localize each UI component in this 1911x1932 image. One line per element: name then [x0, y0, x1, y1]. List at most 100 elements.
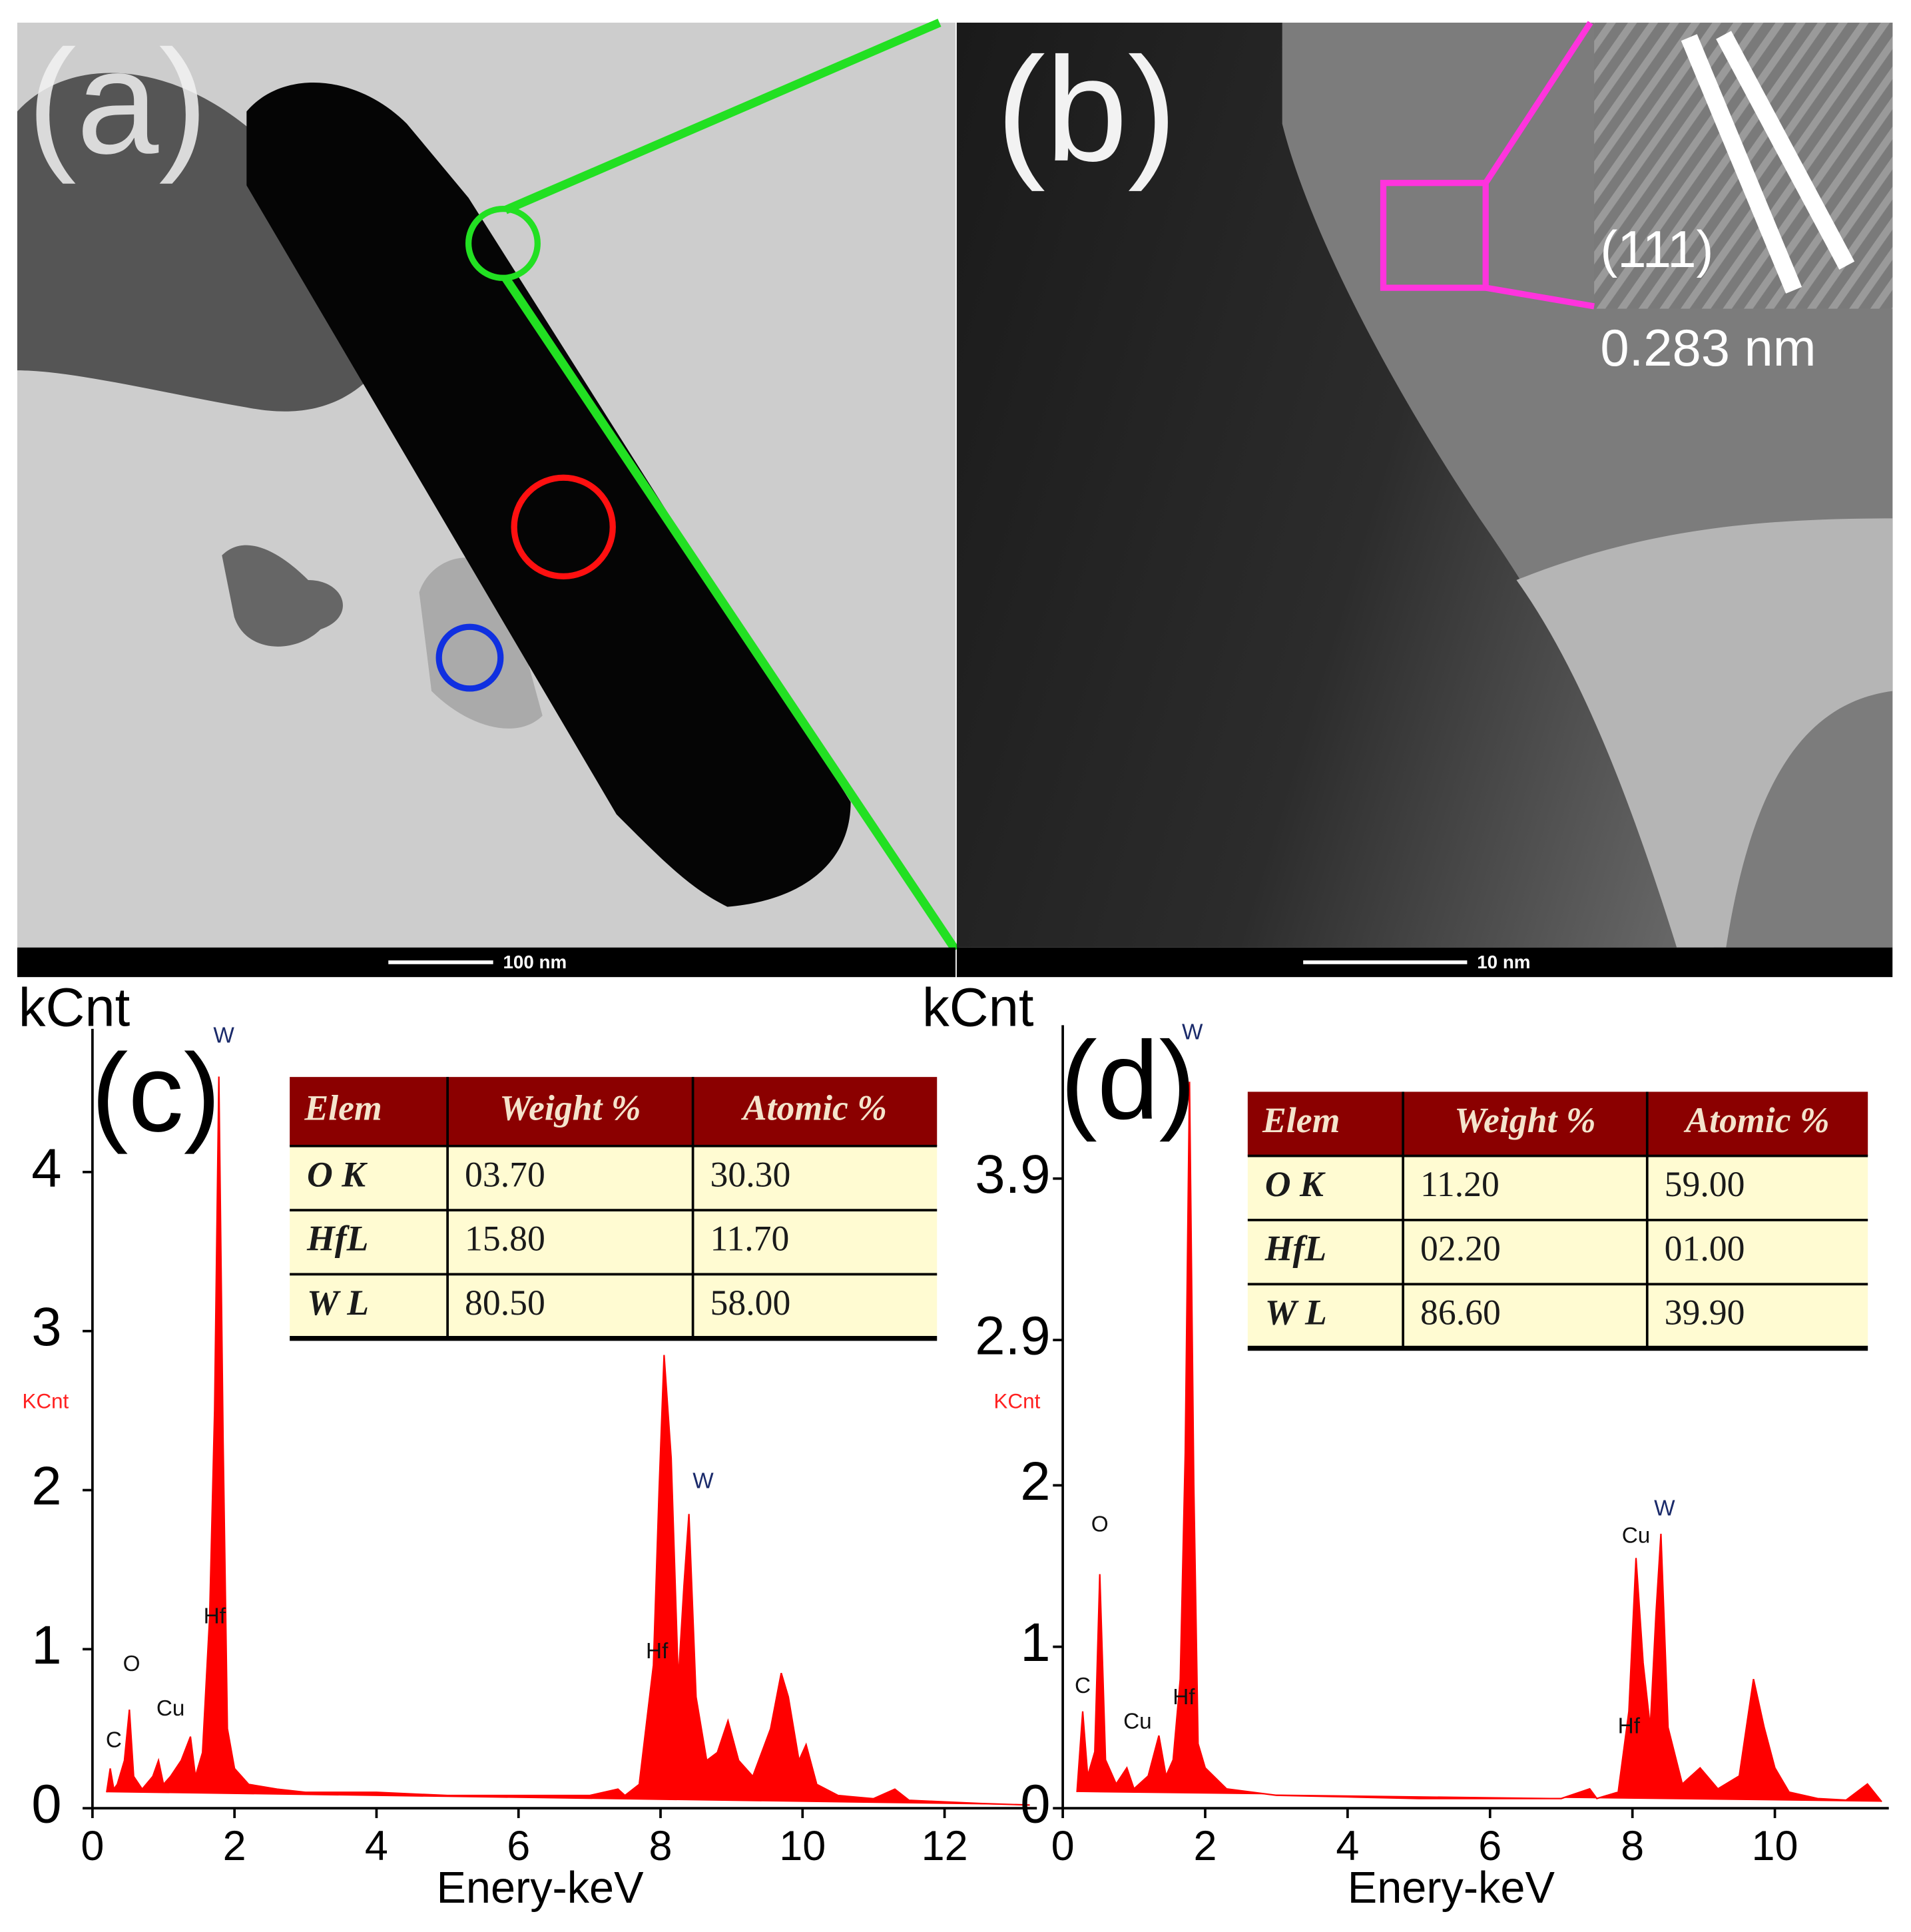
peak-label: W: [213, 1024, 234, 1048]
peak-label: C: [1075, 1674, 1091, 1698]
unit-label: KCnt: [993, 1389, 1040, 1413]
peak-label: Cu: [156, 1696, 185, 1721]
table-cell: HfL: [306, 1219, 368, 1259]
table-row-bg: [290, 1210, 938, 1275]
table-row-bg: [290, 1274, 938, 1339]
table-header-bg: [1247, 1092, 1868, 1156]
peak-label: Hf: [1618, 1714, 1641, 1739]
table-cell: O K: [1265, 1164, 1326, 1204]
peak-label: O: [123, 1652, 140, 1676]
table-header: Elem: [304, 1088, 382, 1127]
x-tick-label: 6: [507, 1823, 530, 1869]
peak-label: W: [1654, 1496, 1675, 1520]
peak-label: Cu: [1622, 1524, 1651, 1548]
table-row-bg: [1247, 1155, 1868, 1220]
y-tick-label: 2: [1020, 1451, 1050, 1512]
peak-label: W: [692, 1468, 714, 1493]
table-cell: 03.70: [465, 1154, 545, 1194]
panel-label: (d): [1060, 1019, 1196, 1143]
table-header: Weight %: [499, 1088, 641, 1127]
marker-circle: [511, 474, 616, 580]
table-row-bg: [1247, 1284, 1868, 1349]
x-tick-label: 2: [223, 1823, 246, 1869]
x-tick-label: 10: [1752, 1823, 1798, 1869]
table-cell: 39.90: [1665, 1293, 1745, 1333]
marker-circle: [465, 205, 541, 281]
peak-label: C: [106, 1728, 122, 1753]
marker-circle: [435, 623, 504, 692]
table-cell: HfL: [1264, 1228, 1326, 1268]
y-tick-label: 1: [1020, 1612, 1050, 1673]
particle: [246, 82, 851, 907]
zoom-line: [1483, 21, 1593, 185]
peak-label: Hf: [204, 1604, 226, 1628]
zoom-line: [501, 275, 959, 953]
table-header: Elem: [1262, 1100, 1340, 1140]
table-cell: 86.60: [1420, 1293, 1501, 1333]
scale-bar-label: 10 nm: [1477, 952, 1530, 972]
panel-b: (b) (111) 0.283 nm 10 nm: [956, 21, 1893, 978]
x-tick-label: 8: [1621, 1823, 1644, 1869]
table-header: Weight %: [1454, 1100, 1595, 1140]
x-axis-title: Enery-keV: [1348, 1863, 1555, 1913]
panel-label: (b): [996, 27, 1177, 192]
peak-label: W: [1182, 1020, 1203, 1044]
x-tick-label: 6: [1478, 1823, 1502, 1869]
lattice-marker: [1681, 34, 1802, 294]
x-tick-label: 8: [649, 1823, 672, 1869]
table-cell: 11.20: [1420, 1164, 1500, 1204]
y-tick-label: 2.9: [975, 1306, 1050, 1367]
scale-bar-label: 100 nm: [503, 952, 567, 972]
table-cell: W L: [1265, 1293, 1327, 1333]
table-header-bg: [290, 1077, 938, 1146]
table-cell: 02.20: [1420, 1228, 1501, 1268]
table-cell: W L: [307, 1283, 369, 1323]
y-tick-label: 1: [31, 1615, 61, 1676]
peak-label: O: [1091, 1512, 1109, 1537]
panel-a: (a) 100 nm: [17, 19, 959, 978]
table-cell: 11.70: [710, 1219, 790, 1259]
spectrum: [106, 1076, 1030, 1806]
plane-label: (111): [1600, 221, 1713, 278]
x-tick-label: 0: [1051, 1823, 1075, 1869]
table-header: Atomic %: [1683, 1100, 1829, 1140]
peak-label: Cu: [1123, 1709, 1152, 1734]
table-header: Atomic %: [741, 1088, 887, 1127]
lattice-marker: [1716, 31, 1855, 270]
unit-label: KCnt: [22, 1389, 69, 1413]
table-cell: 30.30: [710, 1154, 791, 1194]
zoom-line: [503, 19, 942, 214]
table-cell: 01.00: [1665, 1228, 1745, 1268]
spacing-label: 0.283 nm: [1600, 320, 1816, 377]
x-tick-label: 4: [1336, 1823, 1359, 1869]
y-tick-label: 4: [31, 1137, 61, 1198]
y-tick-label: 2: [31, 1456, 61, 1516]
table-cell: O K: [307, 1154, 368, 1194]
x-tick-label: 12: [922, 1823, 968, 1869]
x-tick-label: 4: [365, 1823, 388, 1869]
x-tick-label: 2: [1193, 1823, 1217, 1869]
peak-label: Hf: [1173, 1685, 1195, 1710]
particle: [419, 557, 543, 729]
table-cell: 58.00: [710, 1283, 791, 1323]
particle: [17, 73, 408, 412]
y-axis-title: kCnt: [922, 978, 1034, 1038]
zoom-box: [1380, 180, 1489, 291]
spectrum: [1076, 1082, 1882, 1803]
peak-label: Hf: [646, 1639, 669, 1664]
x-axis-title: Enery-keV: [436, 1863, 644, 1913]
x-tick-label: 10: [779, 1823, 826, 1869]
table-row-bg: [1247, 1219, 1868, 1285]
table-cell: 59.00: [1665, 1164, 1745, 1204]
table-cell: 15.80: [465, 1219, 545, 1259]
y-tick-label: 0: [1020, 1774, 1050, 1835]
particle: [1516, 518, 1893, 948]
x-tick-label: 0: [81, 1823, 104, 1869]
table-cell: 80.50: [465, 1283, 545, 1323]
zoom-line: [1485, 284, 1595, 310]
y-tick-label: 3.9: [975, 1144, 1050, 1205]
panel-label: (c): [91, 1031, 220, 1155]
particle: [222, 545, 343, 647]
